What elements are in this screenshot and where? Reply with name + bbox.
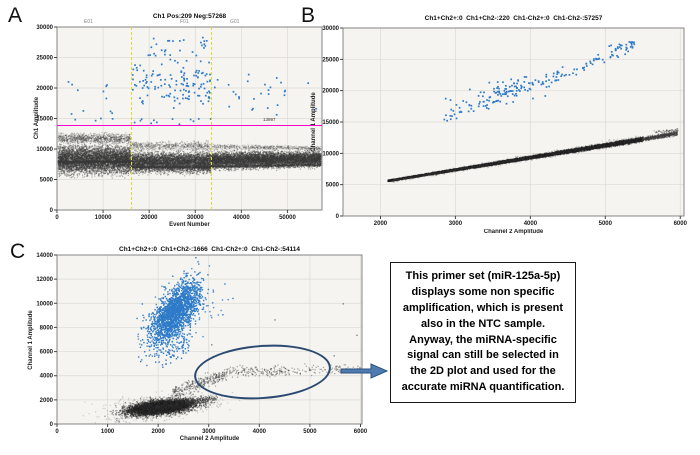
note-box: This primer set (miR-125a-5p) displays s… xyxy=(390,262,576,403)
panel-letter-b: B xyxy=(301,4,316,27)
y-axis-label-a: Ch1 Amplitude xyxy=(34,96,40,140)
plot-title-c: Ch1+Ch2+:0 Ch1+Ch2-:1666 Ch1-Ch2+:0 Ch1-… xyxy=(119,246,300,253)
plot-title-b: Ch1+Ch2+:0 Ch1+Ch2-:220 Ch1-Ch2+:0 Ch1-C… xyxy=(424,15,603,22)
note-text: This primer set (miR-125a-5p) displays s… xyxy=(401,270,565,393)
panel-letter-a: A xyxy=(8,4,23,27)
well-label-3: G01 xyxy=(230,19,240,25)
panel-letter-c: C xyxy=(10,240,26,263)
scatter-plot-canvas-b xyxy=(300,0,700,245)
x-axis-label-c: Channel 2 Amplitude xyxy=(179,436,240,442)
plot-title-a: Ch1 Pos:209 Neg:57268 xyxy=(152,13,227,20)
y-axis-label-c: Channel 1 Amplitude xyxy=(28,310,34,370)
well-label-2: F01 xyxy=(180,19,189,25)
event-plot-canvas-a xyxy=(0,0,330,240)
well-divider-line-2 xyxy=(211,27,213,210)
threshold-line[interactable] xyxy=(57,124,322,126)
arrow-icon xyxy=(340,363,389,379)
x-axis-label-a: Event Number xyxy=(169,222,210,228)
threshold-value-label: 13997 xyxy=(263,116,276,122)
x-axis-label-b: Channel 2 Amplitude xyxy=(483,229,544,235)
well-label-1: E01 xyxy=(84,19,93,25)
y-axis-label-b: Channel 1 Amplitude xyxy=(311,92,317,152)
scatter-plot-canvas-c xyxy=(0,240,380,455)
well-divider-line-1 xyxy=(130,27,132,210)
